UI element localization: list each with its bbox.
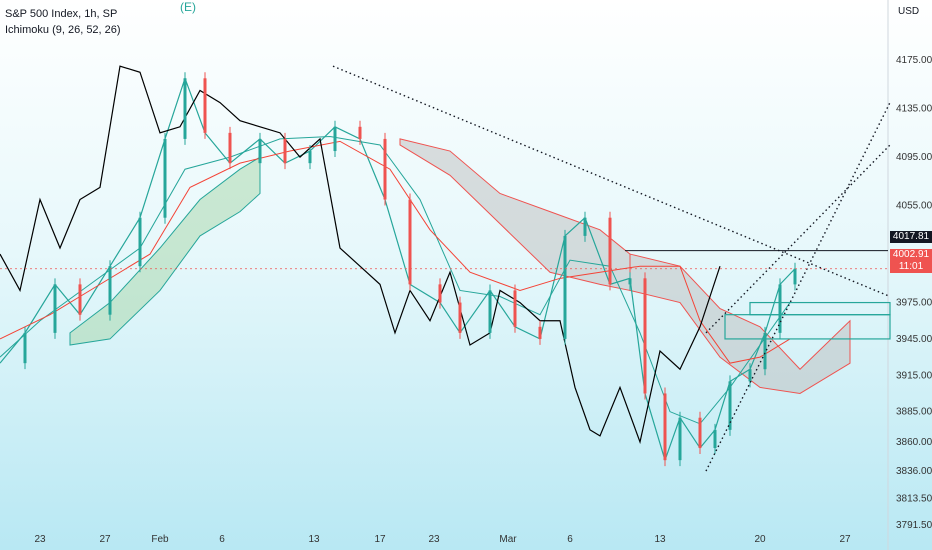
- currency-label: USD: [898, 6, 920, 17]
- y-tick-label: 3791.50: [896, 520, 932, 531]
- y-tick-label: 3945.00: [896, 334, 932, 345]
- x-tick-label: 6: [567, 534, 573, 545]
- line-price-tag: 4017.81: [890, 231, 932, 243]
- y-tick-label: 4135.00: [896, 104, 932, 115]
- y-tick-label: 3915.00: [896, 370, 932, 381]
- candle-body: [678, 417, 682, 461]
- candle-body: [563, 235, 567, 339]
- x-tick-label: 17: [374, 534, 386, 545]
- candle-body: [53, 284, 57, 333]
- candle-body: [333, 126, 337, 152]
- candle-body: [163, 138, 167, 218]
- candle-body: [358, 126, 362, 139]
- price-line: [0, 76, 796, 463]
- x-tick-label: 27: [99, 534, 111, 545]
- candle-body: [793, 268, 797, 285]
- candle-body: [258, 138, 262, 164]
- candle-body: [138, 217, 142, 267]
- candle-body: [513, 290, 517, 327]
- conversion-line: [0, 135, 791, 425]
- y-tick-label: 3975.00: [896, 298, 932, 309]
- candle-body: [383, 138, 387, 200]
- x-tick-label: 27: [839, 534, 851, 545]
- countdown-tag: 11:01: [890, 261, 932, 273]
- candle-body: [108, 266, 112, 315]
- lagging-span: [0, 65, 721, 445]
- x-tick-label: 20: [754, 534, 766, 545]
- indicator-label[interactable]: Ichimoku (9, 26, 52, 26): [5, 24, 121, 36]
- candle-body: [458, 302, 462, 333]
- candle-body: [438, 284, 442, 303]
- candle-body: [608, 217, 612, 285]
- y-tick-label: 3860.00: [896, 437, 932, 448]
- candle-body: [778, 284, 782, 333]
- trendline: [705, 144, 891, 334]
- candle-body: [488, 290, 492, 333]
- candle-body: [748, 369, 752, 382]
- last-price-tag: 4002.91: [890, 249, 932, 261]
- candle-body: [78, 284, 82, 315]
- candle-body: [643, 278, 647, 394]
- range-box: [749, 301, 891, 316]
- candle-body: [408, 199, 412, 285]
- y-tick-label: 4055.00: [896, 201, 932, 212]
- x-tick-label: 23: [34, 534, 46, 545]
- ichimoku-cloud: [399, 138, 631, 292]
- candle-body: [628, 278, 632, 285]
- y-tick-label: 3885.00: [896, 407, 932, 418]
- y-tick-label: 4095.00: [896, 152, 932, 163]
- candle-body: [183, 78, 187, 139]
- candle-body: [228, 132, 232, 164]
- candle-body: [308, 151, 312, 164]
- candle-body: [763, 332, 767, 370]
- symbol-label[interactable]: S&P 500 Index, 1h, SP: [5, 8, 118, 20]
- candle-body: [698, 417, 702, 449]
- trendline: [705, 102, 891, 472]
- ichimoku-cloud: [69, 156, 261, 346]
- y-tick-label: 4175.00: [896, 55, 932, 66]
- trendline: [332, 65, 891, 298]
- candle-body: [283, 138, 287, 164]
- candle-body: [538, 326, 542, 339]
- y-tick-label: 3813.50: [896, 493, 932, 504]
- candle-body: [583, 217, 587, 236]
- candle-body: [663, 393, 667, 461]
- base-line: [0, 140, 791, 364]
- ichimoku-cloud: [629, 253, 851, 394]
- legend: S&P 500 Index, 1h, SP Ichimoku (9, 26, 5…: [5, 6, 121, 38]
- candle-body: [713, 429, 717, 449]
- x-tick-label: 13: [654, 534, 666, 545]
- candle-body: [203, 78, 207, 133]
- candle-body: [728, 381, 732, 430]
- x-tick-label: Mar: [499, 534, 517, 545]
- x-tick-label: Feb: [151, 534, 169, 545]
- x-tick-label: 23: [428, 534, 440, 545]
- y-tick-label: 3836.00: [896, 466, 932, 477]
- x-tick-label: 13: [308, 534, 320, 545]
- earnings-event-marker[interactable]: (E): [180, 0, 196, 14]
- candle-body: [23, 332, 27, 364]
- x-tick-label: 6: [219, 534, 225, 545]
